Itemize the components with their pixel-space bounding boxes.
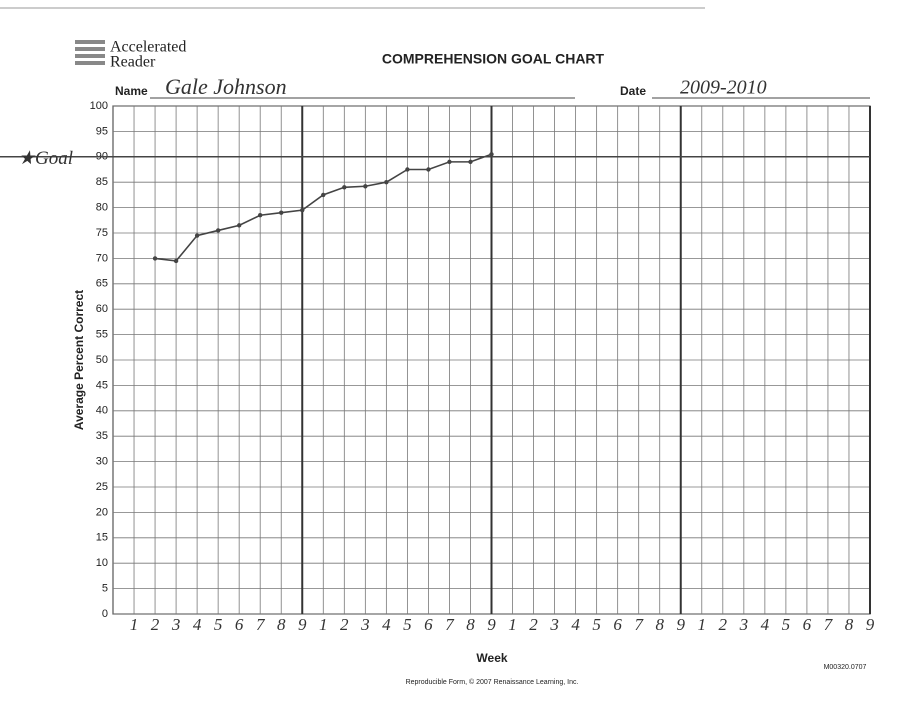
data-point: [468, 159, 473, 165]
data-point: [279, 210, 284, 215]
data-point: [257, 213, 263, 218]
y-tick-label: 10: [96, 557, 108, 569]
x-tick-label: 8: [655, 615, 664, 634]
x-tick-label: 6: [235, 615, 244, 634]
x-axis-label: Week: [476, 651, 507, 665]
x-tick-label: 5: [403, 615, 412, 634]
x-tick-label: 2: [151, 615, 160, 634]
x-tick-label: 7: [256, 615, 266, 634]
x-tick-label: 8: [277, 615, 286, 634]
x-tick-label: 7: [824, 615, 834, 634]
x-tick-label: 1: [319, 615, 328, 634]
form-code: M00320.0707: [824, 664, 867, 671]
data-point: [426, 167, 431, 172]
y-tick-label: 20: [96, 506, 108, 518]
x-tick-label: 2: [529, 615, 538, 634]
x-tick-label: 3: [549, 615, 559, 634]
y-axis-label: Average Percent Correct: [72, 290, 86, 430]
x-tick-label: 9: [487, 615, 496, 634]
x-tick-label: 8: [466, 615, 475, 634]
y-tick-label: 100: [90, 100, 108, 112]
x-tick-label: 2: [340, 615, 349, 634]
data-point: [152, 256, 158, 261]
logo-icon: [75, 40, 105, 65]
y-tick-label: 15: [96, 532, 108, 544]
x-tick-label: 3: [360, 615, 370, 634]
data-point: [405, 167, 410, 172]
data-point: [447, 159, 452, 165]
data-point: [342, 185, 347, 190]
x-tick-label: 4: [382, 615, 391, 634]
x-tick-label: 2: [719, 615, 728, 634]
x-tick-label: 7: [634, 615, 644, 634]
x-tick-label: 9: [298, 615, 307, 634]
y-tick-label: 85: [96, 176, 108, 188]
y-tick-label: 40: [96, 405, 108, 417]
x-tick-label: 5: [782, 615, 791, 634]
x-tick-label: 1: [508, 615, 517, 634]
y-tick-label: 80: [96, 202, 108, 214]
data-point: [194, 233, 200, 238]
data-point: [215, 228, 221, 233]
data-point: [236, 223, 242, 228]
x-tick-label: 1: [698, 615, 707, 634]
data-point: [384, 180, 389, 185]
name-label: Name: [115, 84, 148, 98]
x-tick-label: 1: [130, 615, 139, 634]
x-tick-label: 5: [214, 615, 223, 634]
x-tick-label: 3: [739, 615, 749, 634]
data-point: [173, 258, 179, 264]
y-tick-label: 0: [102, 608, 108, 620]
y-tick-label: 25: [96, 481, 108, 493]
brand: Accelerated: [110, 39, 186, 56]
student-name: Gale Johnson: [165, 74, 287, 99]
x-tick-label: 3: [171, 615, 181, 634]
x-tick-label: 4: [193, 615, 202, 634]
y-tick-label: 70: [96, 252, 108, 264]
x-tick-label: 8: [845, 615, 854, 634]
x-tick-label: 6: [613, 615, 622, 634]
footer: Reproducible Form, © 2007 Renaissance Le…: [406, 678, 579, 686]
y-tick-label: 55: [96, 329, 108, 341]
y-tick-label: 75: [96, 227, 108, 239]
y-tick-label: 5: [102, 583, 108, 595]
data-point: [321, 192, 326, 198]
y-tick-label: 30: [96, 456, 108, 468]
y-tick-label: 35: [96, 430, 108, 442]
data-point: [300, 207, 305, 213]
y-tick-label: 45: [96, 379, 108, 391]
date: 2009-2010: [680, 77, 767, 99]
brand: Reader: [110, 54, 156, 71]
y-tick-label: 60: [96, 303, 108, 315]
x-tick-label: 4: [761, 615, 770, 634]
x-tick-label: 6: [803, 615, 812, 634]
y-tick-label: 95: [96, 125, 108, 137]
goal-label: ★Goal: [18, 148, 73, 169]
x-tick-label: 7: [445, 615, 455, 634]
x-tick-label: 5: [592, 615, 601, 634]
x-tick-label: 9: [677, 615, 686, 634]
x-tick-label: 9: [866, 615, 875, 634]
x-tick-label: 4: [571, 615, 580, 634]
y-tick-label: 50: [96, 354, 108, 366]
data-point: [489, 152, 494, 157]
x-tick-label: 6: [424, 615, 433, 634]
data-point: [363, 184, 368, 189]
chart-title: COMPREHENSION GOAL CHART: [382, 51, 605, 67]
date-label: Date: [620, 84, 646, 98]
y-tick-label: 65: [96, 278, 108, 290]
